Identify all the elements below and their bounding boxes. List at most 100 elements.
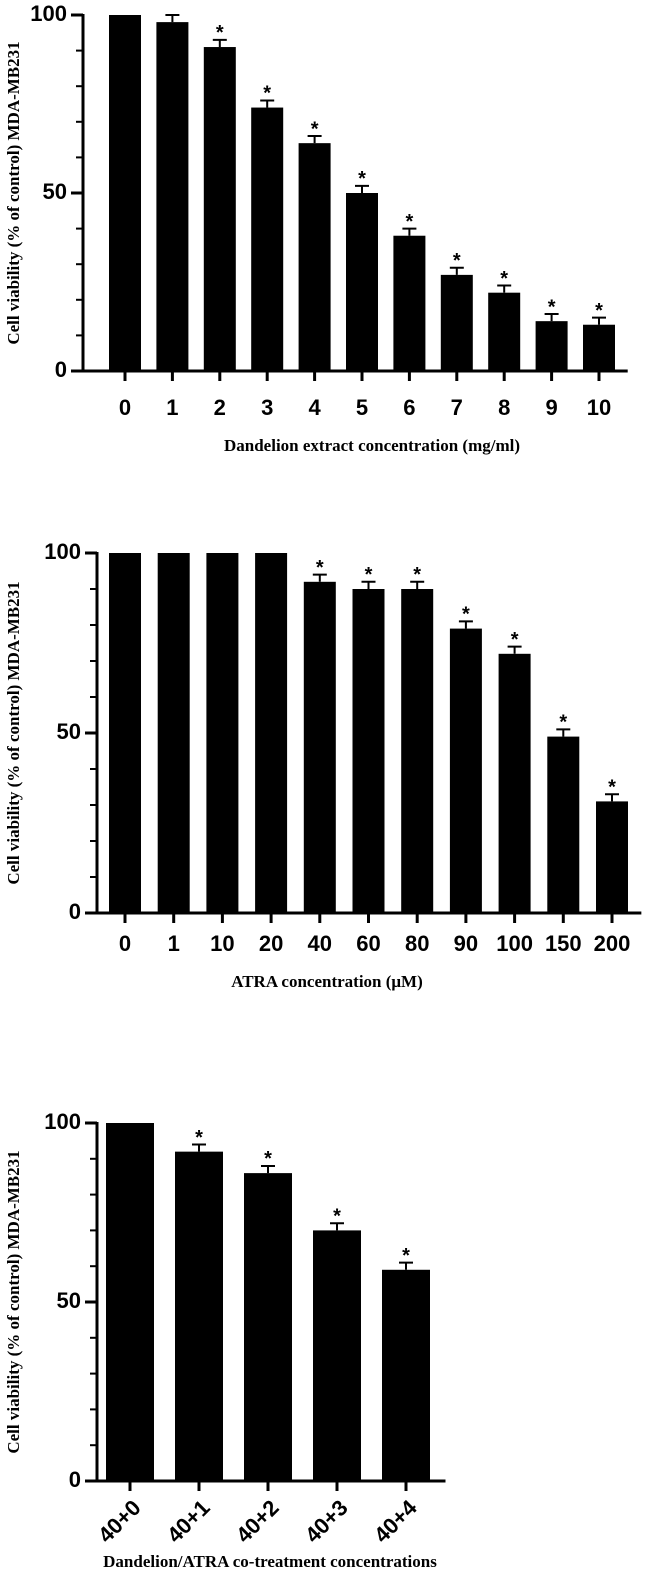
x-tick-label: 7	[451, 395, 463, 420]
bar	[583, 324, 615, 371]
y-tick-label: 0	[69, 899, 81, 924]
x-tick-label: 40+2	[231, 1495, 284, 1548]
y-tick-label: 100	[44, 539, 81, 564]
significance-star: *	[316, 557, 324, 579]
bar	[255, 553, 288, 913]
y-tick-label: 0	[69, 1467, 81, 1492]
y-axis-title: Cell viability (% of control) MDA-MB231	[4, 581, 23, 884]
bar	[298, 143, 331, 371]
bar	[401, 589, 434, 913]
x-axis-title: ATRA concentration (μM)	[231, 972, 423, 991]
error-bar	[260, 99, 275, 108]
bar	[206, 553, 239, 913]
significance-star: *	[195, 1127, 203, 1149]
x-tick-label: 5	[356, 395, 368, 420]
significance-star: *	[453, 250, 461, 272]
x-tick-label: 6	[403, 395, 415, 420]
error-bar	[399, 1261, 413, 1270]
significance-star: *	[413, 564, 421, 586]
x-tick-label: 40+3	[300, 1495, 353, 1548]
bar	[156, 22, 189, 372]
error-bar	[307, 135, 322, 144]
x-tick-label: 200	[594, 931, 631, 956]
significance-star: *	[511, 629, 519, 651]
bar	[449, 628, 482, 913]
y-tick-label: 50	[57, 1288, 81, 1313]
bar	[382, 1269, 430, 1481]
x-tick-label: 1	[166, 395, 178, 420]
error-bar	[507, 645, 522, 654]
x-tick-label: 8	[498, 395, 510, 420]
significance-star: *	[311, 118, 319, 140]
x-axis-title: Dandelion/ATRA co-treatment concentratio…	[103, 1552, 437, 1571]
bar	[498, 653, 531, 913]
error-bar	[402, 227, 417, 236]
significance-star: *	[500, 268, 508, 290]
y-axis-title: Cell viability (% of control) MDA-MB231	[4, 1150, 23, 1453]
significance-star: *	[402, 1245, 410, 1267]
significance-star: *	[608, 776, 616, 798]
error-bar	[192, 1143, 206, 1152]
significance-star: *	[264, 1148, 272, 1170]
bar	[535, 321, 568, 371]
bar	[393, 235, 426, 371]
error-bar	[605, 793, 619, 802]
bar	[106, 1123, 154, 1481]
x-tick-label: 100	[496, 931, 533, 956]
significance-star: *	[548, 296, 556, 318]
error-bar	[261, 1164, 275, 1174]
significance-star: *	[559, 712, 567, 734]
x-tick-label: 4	[308, 395, 321, 420]
error-bar	[458, 620, 473, 629]
bar	[440, 274, 473, 371]
bar	[596, 801, 628, 913]
y-axis-title: Cell viability (% of control) MDA-MB231	[4, 41, 23, 344]
error-bar	[212, 38, 227, 48]
significance-star: *	[216, 22, 224, 44]
bar	[352, 589, 385, 913]
x-tick-label: 90	[454, 931, 478, 956]
x-tick-label: 9	[545, 395, 557, 420]
bar	[303, 581, 336, 913]
error-bar	[312, 573, 327, 582]
bar	[175, 1151, 223, 1481]
error-bar	[410, 580, 425, 589]
significance-star: *	[333, 1206, 341, 1228]
error-bar	[544, 313, 559, 322]
significance-star: *	[462, 604, 470, 626]
x-tick-label: 60	[356, 931, 380, 956]
error-bar	[449, 266, 464, 275]
significance-star: *	[406, 211, 414, 233]
y-tick-label: 50	[57, 719, 81, 744]
error-bar	[497, 284, 512, 293]
bar	[203, 47, 236, 371]
significance-star: *	[263, 83, 271, 105]
x-tick-label: 0	[119, 931, 131, 956]
x-tick-label: 80	[405, 931, 429, 956]
bar	[313, 1230, 361, 1481]
y-tick-label: 100	[30, 1, 67, 26]
y-tick-label: 50	[43, 179, 67, 204]
x-tick-label: 20	[259, 931, 283, 956]
error-bar	[165, 14, 180, 23]
bar	[488, 292, 521, 371]
x-tick-label: 2	[214, 395, 226, 420]
x-tick-label: 40+4	[369, 1494, 422, 1547]
x-tick-label: 0	[119, 395, 131, 420]
bar	[109, 553, 141, 913]
significance-star: *	[358, 168, 366, 190]
error-bar	[361, 580, 376, 589]
y-tick-label: 100	[44, 1109, 81, 1134]
bar	[244, 1173, 292, 1481]
x-tick-label: 40	[308, 931, 332, 956]
error-bar	[556, 728, 571, 737]
bar	[109, 15, 141, 371]
bar	[346, 193, 378, 371]
error-bar	[592, 316, 606, 325]
x-tick-label: 40+1	[162, 1495, 215, 1548]
x-tick-label: 40+0	[93, 1495, 146, 1548]
error-bar	[355, 184, 369, 193]
bar	[251, 107, 284, 371]
